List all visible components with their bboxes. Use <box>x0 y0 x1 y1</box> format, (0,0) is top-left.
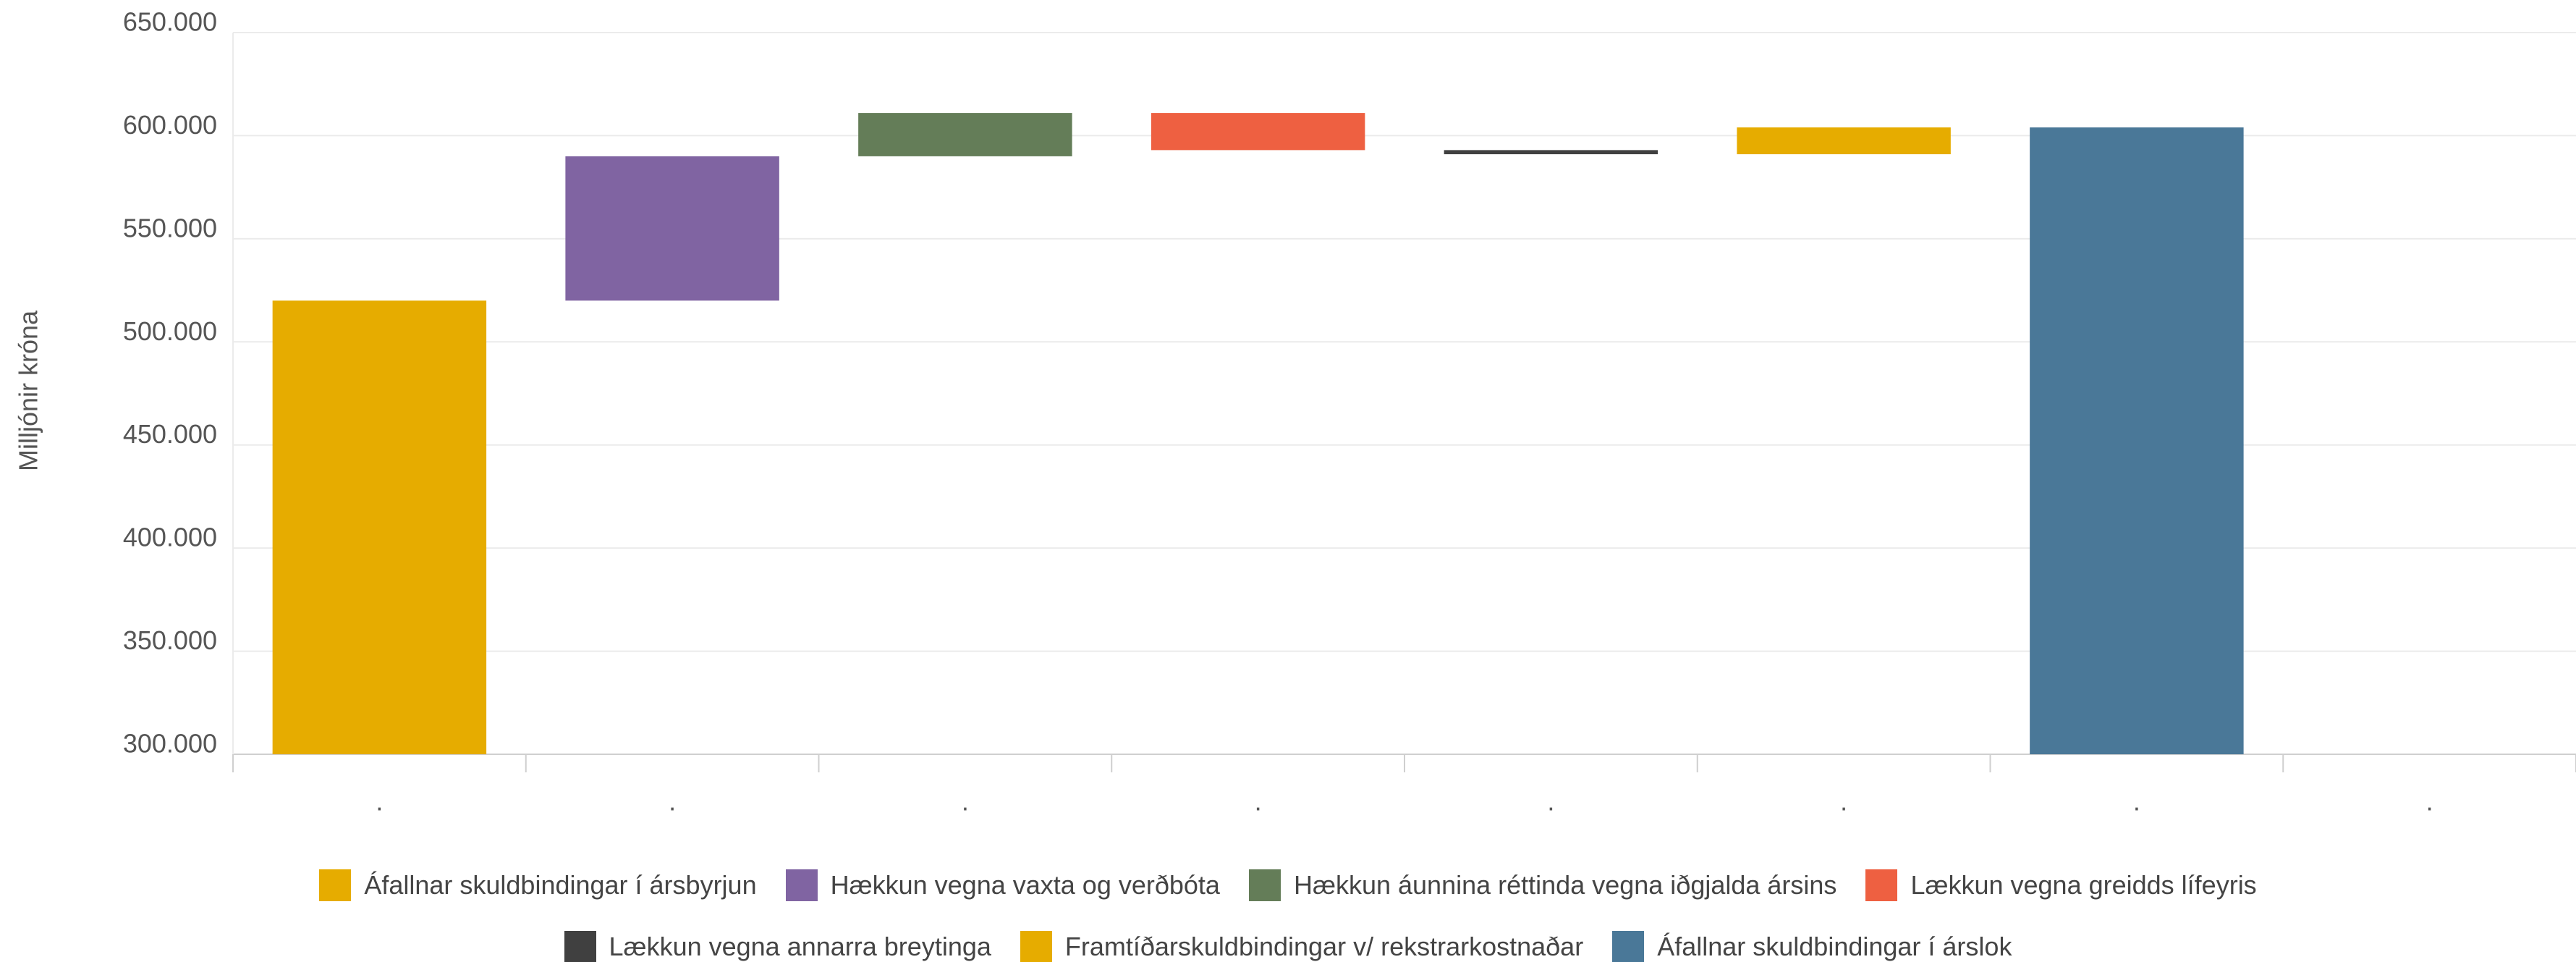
legend-label: Framtíðarskuldbindingar v/ rekstrarkostn… <box>1064 931 1584 961</box>
legend-row: Lækkun vegna annarra breytinga Framtíðars… <box>0 916 2576 962</box>
y-tick-label: 350.000 <box>123 625 217 655</box>
bar <box>2030 127 2244 754</box>
y-tick-label: 450.000 <box>123 419 217 449</box>
y-tick-label: 600.000 <box>123 110 217 140</box>
y-tick-label: 500.000 <box>123 316 217 346</box>
x-tick-label: . <box>1547 787 1554 817</box>
legend-item: Lækkun vegna greidds lífeyris <box>1865 869 2257 901</box>
y-tick-label: 550.000 <box>123 213 217 242</box>
legend-swatch <box>564 930 596 962</box>
legend-label: Hækkun áunnina réttinda vegna iðgjalda á… <box>1293 869 1837 900</box>
x-tick-label: . <box>1840 787 1847 817</box>
bar <box>272 300 487 754</box>
x-tick-label: . <box>962 787 969 817</box>
x-tick-label: . <box>669 787 676 817</box>
x-tick-label: . <box>2426 787 2433 817</box>
legend-swatch <box>1020 930 1052 962</box>
legend-label: Áfallnar skuldbindingar í árslok <box>1657 931 2012 961</box>
legend-swatch <box>1612 930 1645 962</box>
bar <box>565 156 779 301</box>
legend-item: Áfallnar skuldbindingar í árslok <box>1612 930 2012 962</box>
legend-item: Hækkun áunnina réttinda vegna iðgjalda á… <box>1248 869 1837 901</box>
bar <box>858 113 1072 156</box>
bar <box>1737 127 1951 155</box>
bar <box>1444 150 1658 155</box>
legend-label: Lækkun vegna greidds lífeyris <box>1910 869 2257 900</box>
x-tick-label: . <box>2133 787 2140 817</box>
legend-row: Áfallnar skuldbindingar í ársbyrjun Hækku… <box>0 854 2576 916</box>
legend-item: Áfallnar skuldbindingar í ársbyrjun <box>319 869 757 901</box>
legend-swatch <box>1248 869 1281 901</box>
legend: Áfallnar skuldbindingar í ársbyrjun Hækku… <box>0 854 2576 962</box>
legend-label: Lækkun vegna annarra breytinga <box>609 931 991 961</box>
legend-item: Framtíðarskuldbindingar v/ rekstrarkostn… <box>1020 930 1584 962</box>
legend-label: Áfallnar skuldbindingar í ársbyrjun <box>364 869 757 900</box>
x-tick-label: . <box>1255 787 1262 817</box>
y-tick-label: 300.000 <box>123 729 217 759</box>
legend-swatch <box>319 869 352 901</box>
legend-label: Hækkun vegna vaxta og verðbóta <box>830 869 1220 900</box>
y-axis-label: Milljónir króna <box>14 310 43 471</box>
legend-swatch <box>1865 869 1898 901</box>
y-tick-label: 650.000 <box>123 7 217 37</box>
legend-item: Lækkun vegna annarra breytinga <box>564 930 991 962</box>
bar <box>1151 113 1365 151</box>
legend-swatch <box>785 869 818 901</box>
legend-item: Hækkun vegna vaxta og verðbóta <box>785 869 1220 901</box>
x-tick-label: . <box>376 787 383 817</box>
y-tick-label: 400.000 <box>123 523 217 552</box>
